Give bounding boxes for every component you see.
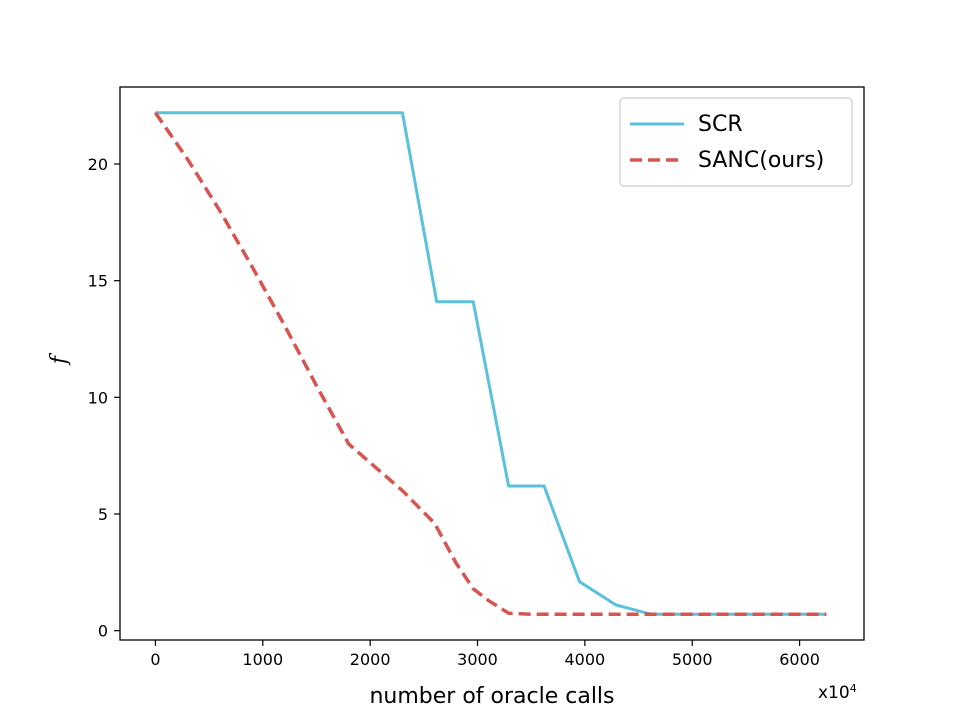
x-tick-label: 5000	[672, 650, 713, 669]
legend-label-scr: SCR	[698, 112, 743, 137]
y-tick-label: 15	[88, 272, 108, 291]
x-tick-label: 1000	[242, 650, 283, 669]
series-line-sanc	[153, 111, 827, 617]
y-tick-label: 0	[98, 622, 108, 641]
x-tick-label: 2000	[350, 650, 391, 669]
x-tick-label: 6000	[779, 650, 820, 669]
y-tick-label: 10	[88, 388, 108, 407]
series-line-scr	[155, 111, 827, 616]
plot-frame	[119, 86, 865, 641]
x-axis-multiplier: x104	[818, 682, 857, 703]
x-tick-label: 0	[150, 650, 160, 669]
series-layer	[153, 111, 827, 617]
legend-label-sanc: SANC(ours)	[698, 148, 824, 173]
y-tick-label: 5	[98, 505, 108, 524]
multiplier-exponent: 4	[850, 682, 857, 695]
y-axis-label: f	[47, 352, 72, 366]
x-tick-label: 4000	[565, 650, 606, 669]
y-axis-ticks: 0 5 10 15 20	[88, 155, 120, 641]
legend-box	[619, 97, 853, 187]
x-tick-label: 3000	[457, 650, 498, 669]
y-tick-label: 20	[88, 155, 108, 174]
legend: SCR SANC(ours)	[619, 97, 853, 187]
x-axis-label: number of oracle calls	[369, 684, 614, 709]
x-axis-ticks: 0 1000 2000 3000 4000 5000 6000	[150, 640, 820, 669]
multiplier-base: x10	[818, 683, 850, 703]
